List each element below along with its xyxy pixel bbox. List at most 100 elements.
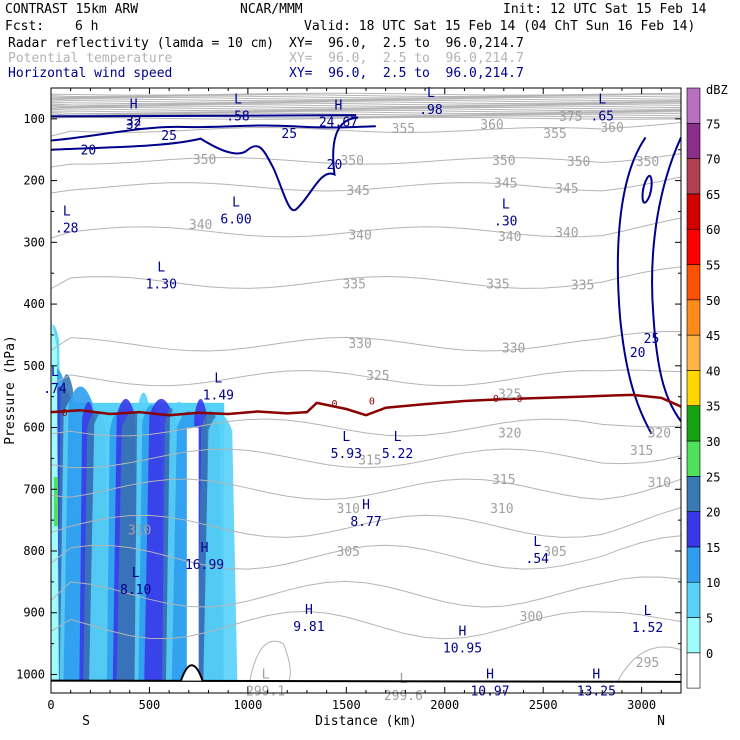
colorbar-level-label: 65: [706, 188, 720, 202]
extremum-value: 6.00: [220, 212, 251, 227]
theta-contour-label: 335: [571, 278, 594, 293]
theta-contour: [51, 507, 681, 538]
wind-contour-label: 25: [281, 127, 297, 142]
y-tick-label: 700: [23, 482, 45, 496]
extremum-marker: L: [394, 430, 402, 445]
y-axis-label: Pressure (hPa): [3, 335, 18, 445]
extremum-value: .54: [526, 552, 550, 567]
theta-contour-label: 350: [636, 155, 659, 170]
theta-contour-label: 360: [600, 121, 623, 136]
theta-contour: [51, 101, 681, 105]
y-tick-label: 200: [23, 174, 45, 188]
theta-contour-label: 310: [128, 523, 151, 538]
extremum-marker: L: [427, 86, 435, 101]
wind-contour-label: 20: [81, 144, 97, 159]
extremum-value: 9.81: [293, 620, 324, 635]
theta-contour: [51, 106, 681, 110]
y-tick-label: 1000: [16, 667, 45, 681]
freezing-level-label: 0: [62, 408, 68, 419]
surface-line: [50, 679, 682, 683]
theta-contour: [51, 576, 681, 608]
colorbar-level-label: 20: [706, 506, 720, 520]
theta-contour: [51, 176, 681, 194]
theta-contour: [51, 94, 681, 98]
x-end-right: N: [657, 714, 665, 729]
theta-contour-label: 305: [543, 545, 566, 560]
theta-contour-label: 330: [502, 341, 525, 356]
colorbar-level-label: 25: [706, 470, 720, 484]
colorbar-swatch: [686, 87, 701, 124]
extremum-value: 1.52: [632, 621, 663, 636]
theta-contour: [51, 112, 681, 116]
freezing-level-line: [51, 393, 681, 417]
colorbar-level-label: 35: [706, 400, 720, 414]
theta-contour-label: 320: [498, 426, 521, 441]
reflectivity-gap: [186, 427, 199, 681]
theta-contour: [51, 330, 681, 352]
extremum-value: 8.77: [350, 515, 381, 530]
extremum-marker: H: [486, 668, 494, 683]
colorbar-swatch: [686, 158, 701, 195]
field-reflectivity: Radar reflectivity (lamda = 10 cm): [8, 36, 275, 51]
freezing-level-label: 0: [517, 394, 523, 405]
extremum-value: 5.93: [331, 447, 362, 462]
theta-contour: [51, 448, 681, 469]
theta-contour: [51, 535, 681, 570]
colorbar-swatch: [686, 475, 701, 512]
colorbar-level-label: 10: [706, 576, 720, 590]
x-tick-label: 500: [139, 698, 161, 712]
colorbar-level-label: 15: [706, 541, 720, 555]
freezing-level-label: 0: [493, 394, 499, 405]
extremum-marker: L: [232, 195, 240, 210]
extremum-value: 13.25: [577, 685, 616, 700]
colorbar-swatch: [686, 228, 701, 265]
colorbar-level-label: 5: [706, 612, 713, 626]
theta-contour-label: 340: [555, 226, 578, 241]
field-reflectivity-xy: XY= 96.0, 2.5 to 96.0,214.7: [289, 36, 524, 51]
theta-contour-label: 310: [337, 502, 360, 517]
wind-contour-label: 20: [327, 158, 343, 173]
extremum-value: 1.49: [203, 388, 234, 403]
theta-contour-label: 325: [498, 388, 521, 403]
y-tick-label: 900: [23, 606, 45, 620]
colorbar-level-label: 30: [706, 435, 720, 449]
x-tick-label: 1500: [332, 698, 361, 712]
y-tick-label: 400: [23, 297, 45, 311]
wind-contour-label: 20: [630, 346, 646, 361]
theta-contour: [51, 114, 681, 117]
colorbar-swatch: [686, 652, 701, 689]
y-tick-label: 600: [23, 421, 45, 435]
wind-contour: [641, 175, 653, 204]
x-tick-label: 0: [47, 698, 54, 712]
x-tick-label: 1000: [233, 698, 262, 712]
theta-contour: [51, 109, 681, 113]
wind-contour: [651, 136, 681, 422]
extremum-marker: L: [157, 260, 165, 275]
extremum-value: 16.99: [185, 558, 224, 573]
colorbar-level-label: 45: [706, 329, 720, 343]
center-title: NCAR/MMM: [240, 2, 303, 17]
extremum-value: 10.95: [443, 642, 482, 657]
extremum-marker: L: [63, 205, 71, 220]
theta-contour-label: 350: [193, 153, 216, 168]
theta-contour-label: 315: [630, 444, 653, 459]
theta-contour: [51, 478, 681, 501]
theta-contour-label: 305: [337, 545, 360, 560]
extremum-marker: L: [644, 604, 652, 619]
x-tick-label: 3000: [627, 698, 656, 712]
colorbar-swatch: [686, 193, 701, 230]
wind-contour: [51, 116, 359, 212]
extremum-value: .28: [55, 222, 78, 237]
extremum-marker: H: [130, 97, 138, 112]
theta-contour-label: 355: [392, 122, 415, 137]
theta-contour: [51, 105, 681, 109]
theta-contour-label: 350: [492, 154, 515, 169]
fcst-label: Fcst:: [5, 19, 45, 34]
theta-contour-label: 315: [358, 454, 381, 469]
colorbar-level-label: 40: [706, 364, 720, 378]
field-wind-xy: XY= 96.0, 2.5 to 96.0,214.7: [289, 66, 524, 81]
theta-contour: [51, 108, 681, 112]
theta-contour-label: 310: [648, 476, 671, 491]
extremum-value: 299.1: [246, 685, 285, 700]
